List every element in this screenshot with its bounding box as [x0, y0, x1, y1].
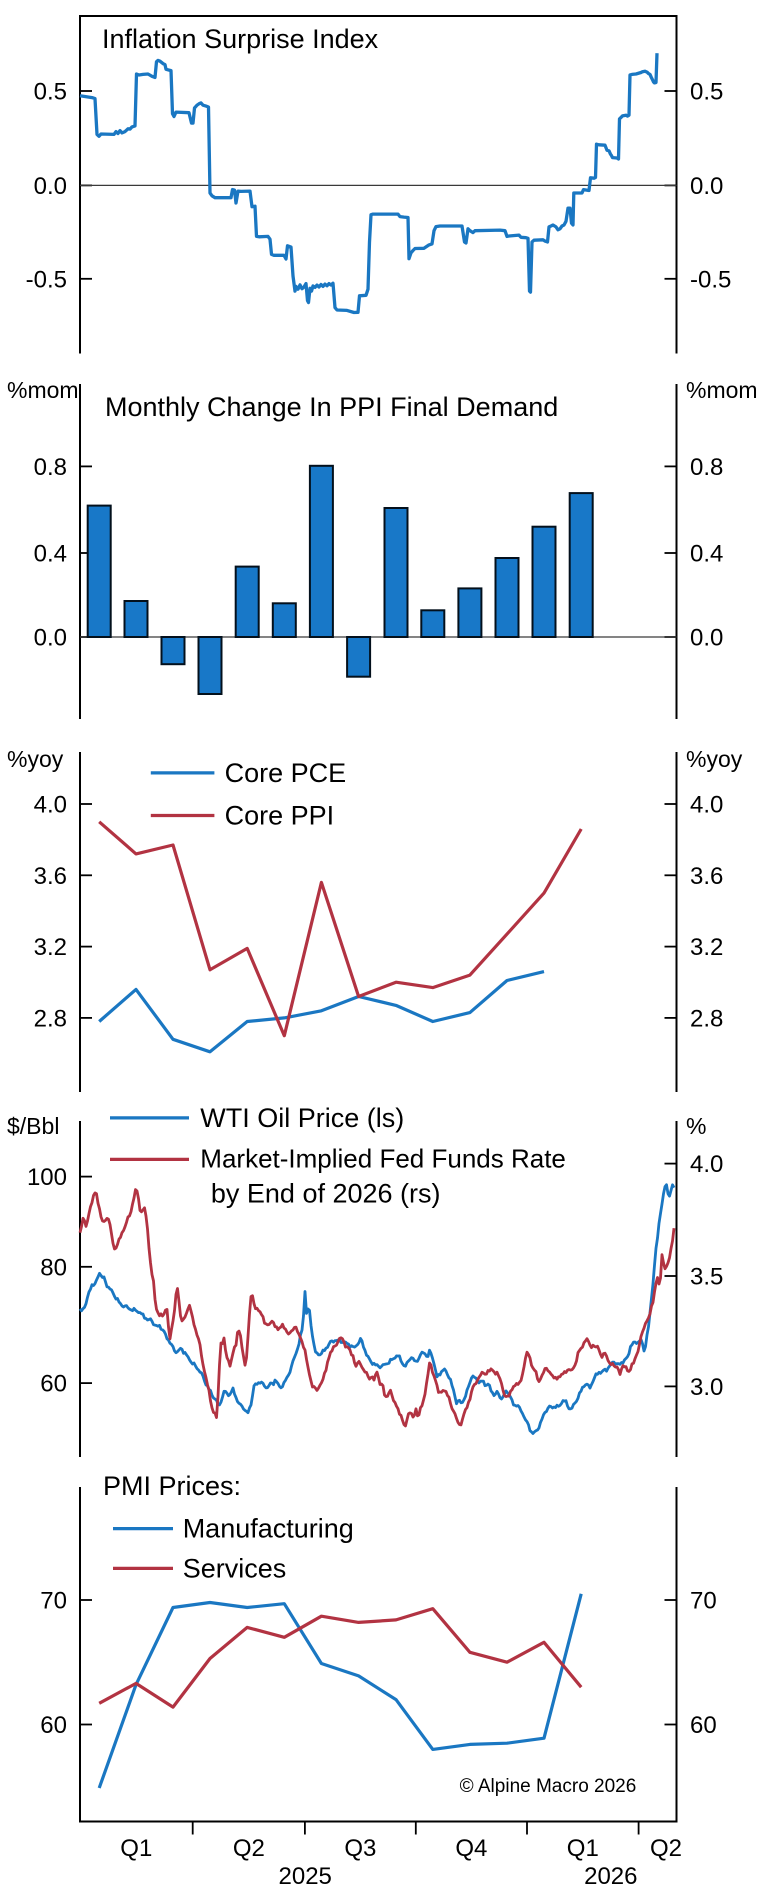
- svg-text:Monthly Change In PPI Final De: Monthly Change In PPI Final Demand: [105, 392, 558, 422]
- svg-text:0.5: 0.5: [34, 79, 67, 106]
- svg-text:Q4: Q4: [455, 1835, 487, 1862]
- svg-text:80: 80: [40, 1254, 67, 1281]
- svg-text:Services: Services: [183, 1553, 287, 1583]
- svg-text:Inflation Surprise Index: Inflation Surprise Index: [102, 24, 379, 54]
- svg-text:3.6: 3.6: [690, 863, 723, 890]
- svg-text:%yoy: %yoy: [7, 746, 64, 772]
- svg-text:2026: 2026: [584, 1863, 637, 1890]
- svg-text:0.0: 0.0: [34, 625, 67, 652]
- svg-text:Core PCE: Core PCE: [225, 758, 347, 788]
- svg-text:2.8: 2.8: [34, 1005, 67, 1032]
- svg-text:3.6: 3.6: [34, 863, 67, 890]
- svg-text:60: 60: [690, 1712, 717, 1739]
- svg-text:60: 60: [40, 1371, 67, 1398]
- svg-text:0.4: 0.4: [690, 541, 723, 568]
- svg-text:0.0: 0.0: [690, 625, 723, 652]
- svg-text:70: 70: [690, 1588, 717, 1615]
- svg-text:60: 60: [40, 1712, 67, 1739]
- svg-text:4.0: 4.0: [34, 792, 67, 819]
- svg-text:Market-Implied Fed Funds Rate: Market-Implied Fed Funds Rate: [200, 1144, 566, 1174]
- svg-text:0.0: 0.0: [34, 173, 67, 200]
- svg-text:2.8: 2.8: [690, 1005, 723, 1032]
- svg-text:2025: 2025: [279, 1863, 332, 1890]
- svg-text:Q1: Q1: [567, 1835, 599, 1862]
- svg-text:4.0: 4.0: [690, 792, 723, 819]
- svg-text:%: %: [686, 1113, 706, 1139]
- svg-text:$/Bbl: $/Bbl: [7, 1113, 59, 1139]
- svg-text:Q2: Q2: [650, 1835, 682, 1862]
- svg-text:© Alpine Macro 2026: © Alpine Macro 2026: [460, 1776, 637, 1797]
- svg-text:Q3: Q3: [344, 1835, 376, 1862]
- svg-text:0.0: 0.0: [690, 173, 723, 200]
- svg-text:100: 100: [27, 1164, 67, 1191]
- svg-text:70: 70: [40, 1588, 67, 1615]
- svg-text:Q1: Q1: [120, 1835, 152, 1862]
- svg-text:0.4: 0.4: [34, 541, 67, 568]
- svg-text:%mom: %mom: [686, 377, 758, 403]
- svg-text:PMI Prices:: PMI Prices:: [103, 1471, 241, 1501]
- svg-text:by End of 2026 (rs): by End of 2026 (rs): [211, 1179, 441, 1209]
- svg-text:WTI Oil Price (ls): WTI Oil Price (ls): [200, 1103, 404, 1133]
- svg-text:3.0: 3.0: [690, 1374, 723, 1401]
- svg-text:%mom: %mom: [7, 377, 79, 403]
- svg-text:-0.5: -0.5: [26, 266, 67, 293]
- svg-text:Manufacturing: Manufacturing: [183, 1514, 354, 1544]
- svg-text:Core PPI: Core PPI: [225, 801, 335, 831]
- svg-text:%yoy: %yoy: [686, 746, 743, 772]
- svg-text:0.8: 0.8: [34, 454, 67, 481]
- svg-text:4.0: 4.0: [690, 1151, 723, 1178]
- svg-text:3.5: 3.5: [690, 1264, 723, 1291]
- svg-text:-0.5: -0.5: [690, 266, 731, 293]
- svg-text:3.2: 3.2: [690, 934, 723, 961]
- svg-text:0.5: 0.5: [690, 79, 723, 106]
- svg-text:0.8: 0.8: [690, 454, 723, 481]
- svg-text:Q2: Q2: [233, 1835, 265, 1862]
- svg-text:3.2: 3.2: [34, 934, 67, 961]
